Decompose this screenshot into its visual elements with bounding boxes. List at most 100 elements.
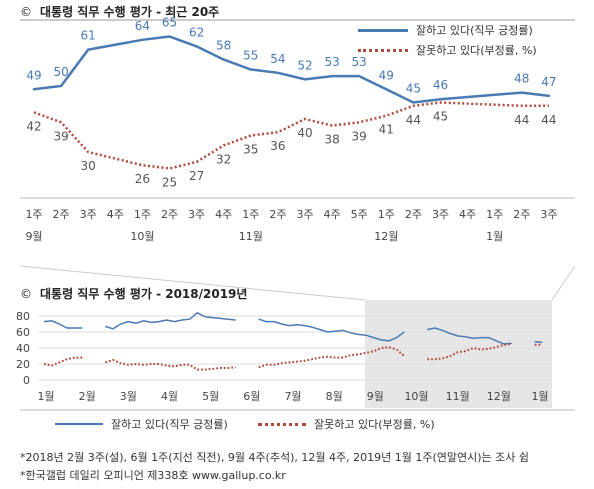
copyright-icon: © bbox=[20, 5, 32, 19]
week-tick-label: 3주 bbox=[540, 208, 557, 221]
month-tick-label: 3월 bbox=[120, 390, 137, 403]
positive-data-label: 49 bbox=[379, 68, 394, 82]
month-tick-label: 10월 bbox=[404, 390, 428, 403]
positive-data-label: 58 bbox=[216, 39, 231, 53]
negative-rating-line bbox=[33, 101, 549, 170]
week-tick-label: 3주 bbox=[80, 208, 97, 221]
y-tick-label: 80 bbox=[16, 310, 30, 323]
week-tick-label: 1주 bbox=[486, 208, 503, 221]
copyright-icon: © bbox=[20, 287, 32, 301]
chart2-title-text: 대통령 직무 수행 평가 - 2018/2019년 bbox=[40, 287, 248, 301]
month-tick-label: 11월 bbox=[446, 390, 470, 403]
recent-period-shade bbox=[365, 300, 552, 408]
week-tick-label: 2주 bbox=[269, 208, 286, 221]
negative-data-label: 44 bbox=[514, 113, 529, 127]
month-tick-label: 5월 bbox=[202, 390, 219, 403]
week-tick-label: 4주 bbox=[324, 208, 341, 221]
negative-data-label: 26 bbox=[135, 172, 150, 186]
chart2-plot: 0 20 40 60 80 1월 2월 3월 4월 5월 6월 7월 8월 9월 10월 11월 12월 1월 bbox=[16, 265, 576, 411]
negative-data-label: 42 bbox=[26, 119, 41, 133]
zoom-connector-line bbox=[551, 265, 576, 301]
chart2-legend-positive: 잘하고 있다(직무 긍정률) bbox=[55, 416, 228, 432]
positive-data-label: 47 bbox=[541, 75, 556, 89]
positive-data-label: 62 bbox=[189, 25, 204, 39]
month-tick-label: 8월 bbox=[326, 390, 343, 403]
month-tick-label: 9월 bbox=[367, 390, 384, 403]
week-tick-label: 3주 bbox=[296, 208, 313, 221]
month-tick-label: 4월 bbox=[161, 390, 178, 403]
negative-data-label: 25 bbox=[162, 176, 177, 190]
week-tick-label: 1주 bbox=[378, 208, 395, 221]
positive-data-label: 46 bbox=[433, 78, 448, 92]
positive-data-label: 45 bbox=[406, 82, 421, 96]
solid-line-swatch bbox=[55, 423, 103, 425]
week-tick-label: 1주 bbox=[25, 208, 42, 221]
chart2-legend-negative-label: 잘못하고 있다(부정률, %) bbox=[314, 418, 435, 431]
y-tick-label: 0 bbox=[23, 374, 30, 387]
chart2-title: © 대통령 직무 수행 평가 - 2018/2019년 bbox=[20, 285, 247, 302]
footnote-survey-skip: *2018년 2월 3주(설), 6월 1주(지선 직전), 9월 4주(추석)… bbox=[20, 451, 529, 464]
chart1-plot: 49 50 61 64 65 62 58 55 54 52 53 53 49 45 46 48 47 42 39 30… bbox=[20, 16, 575, 243]
negative-trend-line bbox=[105, 358, 236, 371]
positive-data-label: 50 bbox=[53, 65, 68, 79]
week-tick-label: 1주 bbox=[134, 208, 151, 221]
positive-trend-line bbox=[534, 340, 543, 344]
zoom-connector-line bbox=[19, 265, 366, 301]
week-tick-label: 2주 bbox=[405, 208, 422, 221]
y-tick-label: 60 bbox=[16, 326, 30, 339]
positive-data-label: 61 bbox=[81, 29, 96, 43]
negative-data-label: 44 bbox=[406, 113, 421, 127]
month-tick-label: 7월 bbox=[284, 390, 301, 403]
negative-data-label: 41 bbox=[379, 123, 394, 137]
week-tick-label: 3주 bbox=[432, 208, 449, 221]
month-tick-label: 1월 bbox=[37, 390, 54, 403]
solid-line-swatch bbox=[358, 28, 408, 32]
month-tick-label: 1월 bbox=[486, 230, 503, 243]
chart2-legend-negative: 잘못하고 있다(부정률, %) bbox=[258, 416, 435, 432]
positive-data-label: 52 bbox=[297, 58, 312, 72]
chart1-legend-positive-label: 잘하고 있다(직무 긍정률) bbox=[416, 24, 533, 37]
negative-data-label: 30 bbox=[81, 159, 96, 173]
negative-data-label: 36 bbox=[270, 139, 285, 153]
chart1-title-text: 대통령 직무 수행 평가 - 최근 20주 bbox=[40, 5, 220, 19]
month-tick-label: 9월 bbox=[25, 230, 42, 243]
negative-data-label: 38 bbox=[324, 133, 339, 147]
positive-data-label: 65 bbox=[162, 16, 177, 30]
negative-data-label: 44 bbox=[541, 113, 556, 127]
week-tick-label: 3주 bbox=[188, 208, 205, 221]
footnote-source: *한국갤럽 데일리 오피니언 제338호 www.gallup.co.kr bbox=[20, 469, 286, 482]
positive-data-label: 54 bbox=[270, 52, 285, 66]
week-tick-label: 1주 bbox=[242, 208, 259, 221]
negative-data-label: 40 bbox=[297, 126, 312, 140]
positive-trend-line bbox=[258, 318, 405, 342]
month-tick-label: 12월 bbox=[487, 390, 511, 403]
month-tick-label: 2월 bbox=[79, 390, 96, 403]
week-tick-label: 2주 bbox=[53, 208, 70, 221]
month-tick-label: 10월 bbox=[130, 230, 154, 243]
negative-data-label: 32 bbox=[216, 152, 231, 166]
chart2-legend-positive-label: 잘하고 있다(직무 긍정률) bbox=[111, 418, 228, 431]
negative-data-label: 35 bbox=[243, 143, 258, 157]
week-tick-label: 4주 bbox=[215, 208, 232, 221]
positive-trend-line bbox=[43, 320, 83, 329]
positive-data-label: 48 bbox=[514, 72, 529, 86]
positive-rating-line bbox=[32, 35, 551, 104]
positive-data-label: 53 bbox=[324, 55, 339, 69]
positive-trend-line bbox=[105, 311, 236, 330]
negative-trend-line bbox=[258, 346, 405, 369]
chart1-legend-negative: 잘못하고 있다(부정률, %) bbox=[358, 42, 537, 58]
chart1-legend-positive: 잘하고 있다(직무 긍정률) bbox=[358, 22, 533, 38]
chart1-legend-negative-label: 잘못하고 있다(부정률, %) bbox=[416, 44, 537, 57]
month-tick-label: 6월 bbox=[243, 390, 260, 403]
positive-data-label: 64 bbox=[135, 19, 150, 33]
negative-trend-line bbox=[43, 356, 83, 367]
negative-data-label: 45 bbox=[433, 110, 448, 124]
month-tick-label: 11월 bbox=[239, 230, 263, 243]
positive-data-label: 49 bbox=[26, 68, 41, 82]
week-tick-label: 4주 bbox=[459, 208, 476, 221]
week-tick-label: 2주 bbox=[513, 208, 530, 221]
negative-trend-line bbox=[427, 343, 512, 361]
week-tick-label: 2주 bbox=[161, 208, 178, 221]
y-tick-label: 20 bbox=[16, 358, 30, 371]
negative-data-label: 27 bbox=[189, 169, 204, 183]
